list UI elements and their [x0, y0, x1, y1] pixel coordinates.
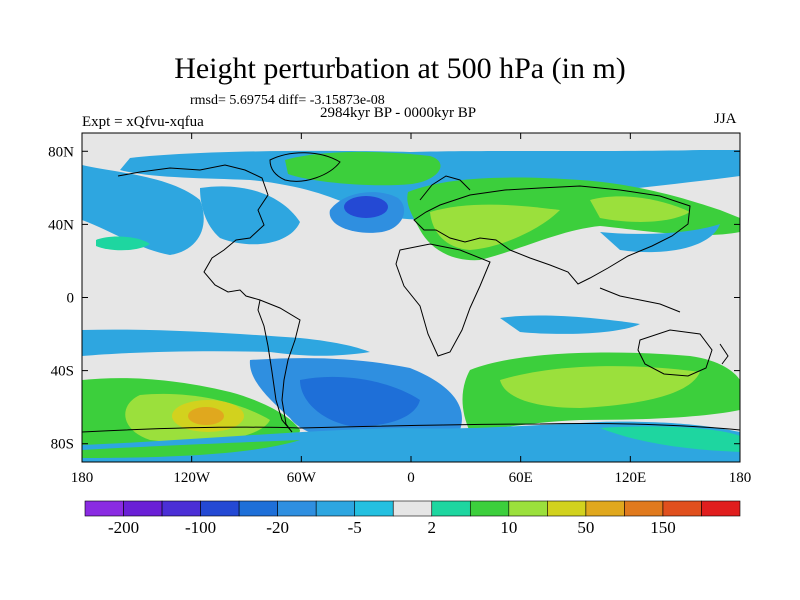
axis-ticks: 180 120W 60W 0 60E 120E 180 80N 40N 0 40S 80S — [48, 133, 751, 486]
colorbar-swatch — [277, 500, 317, 517]
statistics-label: rmsd= 5.69754 diff= -3.15873e-08 — [190, 93, 385, 108]
lon-tick-label: 180 — [71, 470, 94, 486]
colorbar-swatch — [84, 500, 124, 517]
coastlines — [82, 152, 740, 433]
period-label: 2984kyr BP - 0000kyr BP — [320, 105, 477, 121]
colorbar-swatch — [508, 500, 548, 517]
lon-tick-label: 0 — [407, 470, 415, 486]
colorbar-swatch — [624, 500, 664, 517]
experiment-label: Expt = xQfvu-xqfua — [82, 114, 204, 130]
colorbar-label: -200 — [108, 518, 139, 537]
lat-tick-label: 0 — [67, 291, 75, 307]
colorbar-swatch — [238, 500, 278, 517]
colorbar-swatch — [701, 500, 741, 517]
colorbar-swatch — [123, 500, 163, 517]
colorbar-swatch — [662, 500, 702, 517]
lon-tick-label: 60E — [509, 470, 533, 486]
lat-tick-label: 80S — [51, 437, 74, 453]
lon-tick-label: 180 — [729, 470, 752, 486]
colorbar-label: -5 — [348, 518, 362, 537]
season-label: JJA — [714, 111, 737, 127]
colorbar-label: 10 — [500, 518, 517, 537]
colorbar-label: 150 — [650, 518, 676, 537]
colorbar-label: 50 — [577, 518, 594, 537]
colorbar-swatch — [161, 500, 201, 517]
colorbar-label: -100 — [185, 518, 216, 537]
colorbar-swatch — [585, 500, 625, 517]
colorbar-swatch — [315, 500, 356, 517]
colorbar-swatch — [354, 500, 394, 517]
lat-tick-label: 80N — [48, 144, 74, 160]
lon-tick-label: 120W — [173, 470, 211, 486]
colorbar: -200 -100 -20 -5 2 10 50 150 — [84, 500, 741, 537]
colorbar-label: 2 — [428, 518, 437, 537]
lat-tick-label: 40S — [51, 364, 74, 380]
lat-tick-label: 40N — [48, 217, 74, 233]
field-contours — [82, 150, 740, 462]
colorbar-label: -20 — [266, 518, 289, 537]
colorbar-swatch — [392, 500, 433, 517]
plot-title: Height perturbation at 500 hPa (in m) — [174, 52, 626, 85]
lon-tick-label: 120E — [614, 470, 646, 486]
colorbar-swatch — [431, 500, 471, 517]
colorbar-swatch — [547, 500, 587, 517]
lon-tick-label: 60W — [287, 470, 317, 486]
colorbar-swatch — [469, 500, 510, 517]
colorbar-swatch — [200, 500, 240, 517]
